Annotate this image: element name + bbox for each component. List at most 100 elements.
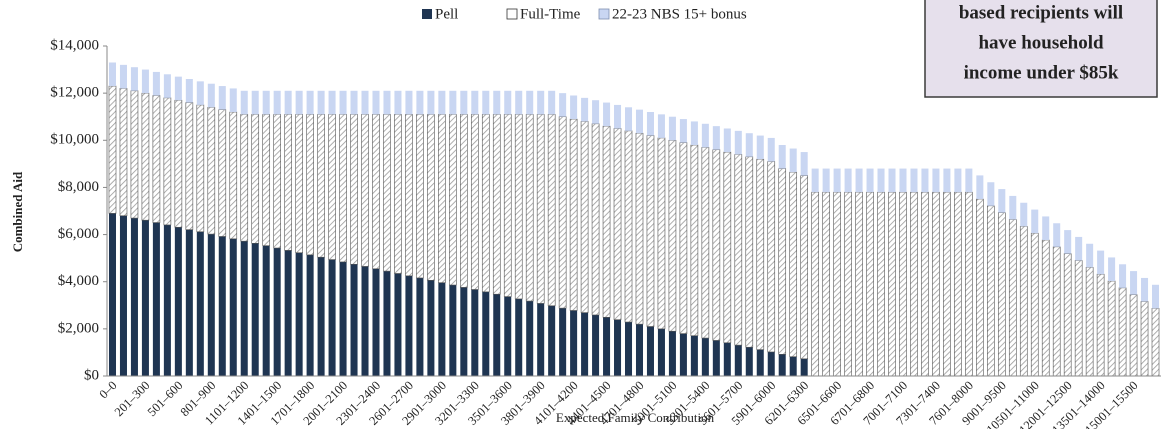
- bar-segment: [1151, 284, 1160, 309]
- x-tick-label: 501–600: [145, 378, 186, 419]
- bar-segment: [581, 97, 589, 122]
- bar-segment: [877, 191, 885, 377]
- bar-segment: [767, 161, 776, 353]
- bar-segment: [273, 114, 281, 249]
- bar-segment: [954, 168, 962, 193]
- bar-segment: [591, 123, 600, 316]
- bar-segment: [229, 111, 238, 240]
- bar-segment: [328, 90, 336, 115]
- bar-segment: [306, 90, 314, 115]
- y-tick-label: $12,000: [50, 85, 99, 101]
- bar-segment: [712, 340, 720, 376]
- bar-segment: [581, 312, 589, 376]
- bar-segment: [603, 317, 611, 376]
- y-tick-label: $6,000: [58, 226, 99, 242]
- bar-segment: [987, 182, 995, 206]
- bar-segment: [614, 104, 622, 129]
- bar-segment: [668, 331, 676, 376]
- bar-segment: [163, 74, 171, 98]
- y-tick-label: $0: [84, 367, 99, 383]
- bar-segment: [536, 114, 545, 304]
- bar-segment: [921, 168, 929, 193]
- bar-segment: [526, 90, 534, 115]
- bar-segment: [240, 90, 248, 115]
- bar-segment: [602, 125, 611, 318]
- bar-segment: [679, 119, 687, 143]
- bar-segment: [723, 128, 731, 153]
- bar-segment: [965, 168, 973, 193]
- legend-swatch: [598, 8, 610, 20]
- bar-segment: [141, 220, 149, 376]
- bar-segment: [789, 148, 797, 173]
- bar-segment: [635, 132, 644, 325]
- bar-segment: [196, 81, 204, 105]
- bar-segment: [163, 224, 171, 376]
- bar-segment: [416, 277, 424, 376]
- bar-segment: [174, 76, 182, 101]
- bar-segment: [833, 168, 841, 193]
- bar-segment: [460, 114, 468, 288]
- bar-segment: [460, 90, 468, 115]
- bar-segment: [361, 90, 369, 115]
- bar-segment: [207, 106, 216, 235]
- bar-segment: [471, 90, 479, 115]
- bar-segment: [570, 95, 578, 120]
- bar-segment: [196, 104, 205, 233]
- bar-segment: [866, 168, 874, 193]
- bar-segment: [427, 280, 435, 376]
- bar-segment: [1074, 260, 1083, 377]
- bar-segment: [119, 88, 128, 217]
- y-tick-label: $14,000: [50, 37, 99, 53]
- bar-segment: [284, 250, 292, 376]
- bar-segment: [185, 229, 193, 376]
- bar-segment: [504, 296, 512, 376]
- bar-segment: [537, 90, 545, 115]
- bar-segment: [1020, 202, 1028, 227]
- bar-segment: [317, 114, 325, 258]
- bar-segment: [482, 90, 490, 115]
- bar-segment: [778, 354, 786, 376]
- bar-segment: [822, 191, 830, 377]
- bar-segment: [756, 135, 764, 160]
- bar-segment: [361, 266, 369, 376]
- bar-segment: [460, 287, 468, 376]
- bar-segment: [427, 114, 435, 281]
- bar-segment: [284, 114, 292, 251]
- bar-segment: [624, 130, 633, 323]
- bar-segment: [800, 358, 808, 376]
- bar-segment: [438, 282, 446, 376]
- bar-segment: [141, 69, 149, 94]
- x-tick-label: 201–300: [112, 378, 153, 419]
- bar-segment: [690, 144, 699, 336]
- bar-segment: [504, 90, 512, 115]
- bar-segment: [229, 88, 237, 112]
- bar-segment: [910, 191, 918, 377]
- bar-segment: [592, 100, 600, 124]
- y-tick-label: $8,000: [58, 179, 99, 195]
- bar-segment: [778, 145, 786, 169]
- bar-segment: [493, 294, 501, 376]
- bar-segment: [218, 86, 226, 110]
- bar-segment: [778, 168, 787, 355]
- bar-segment: [570, 310, 578, 376]
- bar-segment: [855, 168, 863, 193]
- bar-segment: [547, 114, 556, 307]
- bar-segment: [526, 301, 534, 376]
- bar-segment: [844, 191, 852, 377]
- bar-segment: [405, 114, 413, 277]
- bar-segment: [471, 289, 479, 376]
- bar-segment: [756, 158, 765, 350]
- bar-segment: [1031, 209, 1039, 234]
- bar-segment: [723, 151, 732, 344]
- bar-segment: [295, 90, 303, 115]
- bar-segment: [163, 97, 172, 226]
- bar-segment: [1151, 308, 1160, 377]
- bar-segment: [1140, 301, 1149, 377]
- bar-segment: [185, 79, 193, 103]
- bar-segment: [592, 314, 600, 376]
- bar-segment: [690, 335, 698, 376]
- y-tick-label: $10,000: [50, 132, 99, 148]
- bar-segment: [251, 243, 259, 376]
- bar-segment: [515, 90, 523, 115]
- bar-segment: [537, 303, 545, 376]
